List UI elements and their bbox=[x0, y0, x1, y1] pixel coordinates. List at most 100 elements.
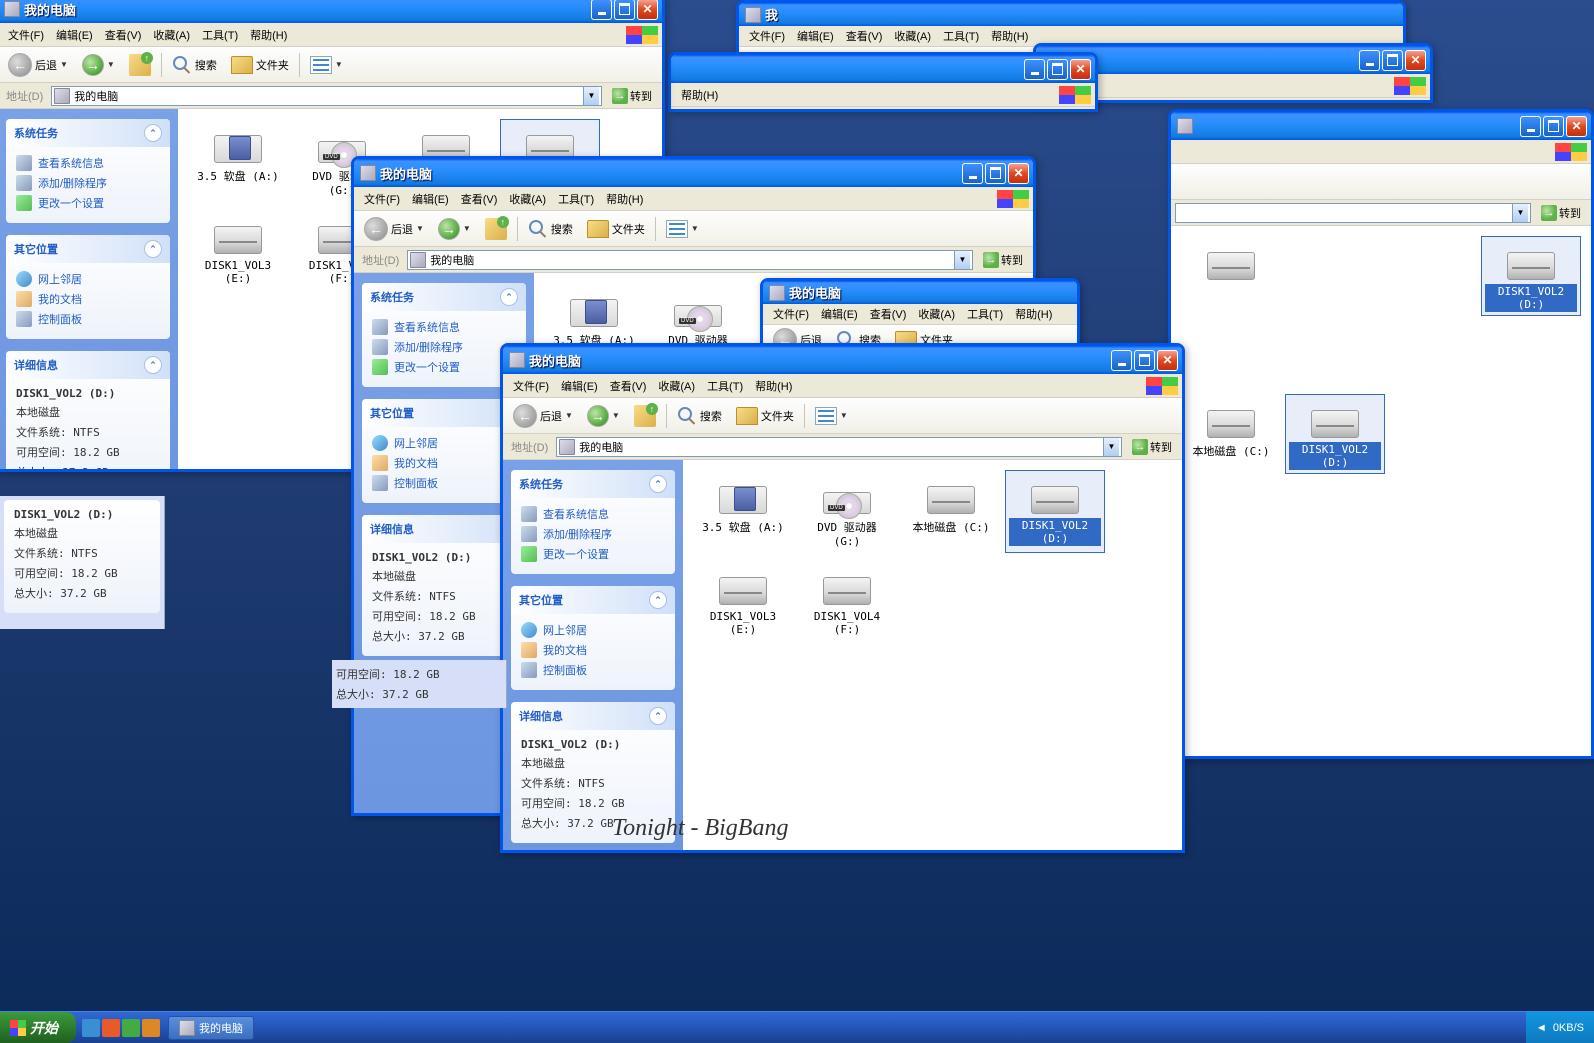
menu-help[interactable]: 帮助(H) bbox=[749, 376, 798, 396]
address-input[interactable]: 我的电脑 ▼ bbox=[51, 86, 602, 106]
titlebar[interactable]: 我 bbox=[739, 3, 1403, 26]
menu-file[interactable]: 文件(F) bbox=[767, 304, 815, 324]
maximize-button[interactable] bbox=[614, 0, 635, 20]
link-network[interactable]: 网上邻居 bbox=[521, 620, 665, 640]
window-bg-tr3[interactable]: 帮助(H) bbox=[668, 52, 1098, 112]
menu-edit[interactable]: 编辑(E) bbox=[815, 304, 864, 324]
collapse-button[interactable]: ⌃ bbox=[144, 240, 162, 258]
menu-tools[interactable]: 工具(T) bbox=[552, 189, 600, 209]
drive-floppy[interactable]: 3.5 软盘 (A:) bbox=[693, 470, 793, 553]
address-input[interactable]: 我的电脑 ▼ bbox=[556, 437, 1122, 457]
folders-button[interactable]: 文件夹 bbox=[581, 215, 651, 243]
drive-c[interactable]: 本地磁盘 (C:) bbox=[901, 470, 1001, 553]
menu-tools[interactable]: 工具(T) bbox=[961, 304, 1009, 324]
link-sysinfo[interactable]: 查看系统信息 bbox=[372, 317, 516, 337]
collapse-button[interactable]: ⌃ bbox=[649, 475, 667, 493]
menu-view[interactable]: 查看(V) bbox=[604, 376, 653, 396]
drive-item-selected[interactable]: DISK1_VOL2 (D:) bbox=[1285, 394, 1385, 474]
menu-fav[interactable]: 收藏(A) bbox=[503, 189, 552, 209]
start-button[interactable]: 开始 bbox=[0, 1012, 76, 1043]
menu-fav[interactable]: 收藏(A) bbox=[888, 26, 937, 46]
search-button[interactable]: 搜索 bbox=[522, 215, 579, 243]
menu-fav[interactable]: 收藏(A) bbox=[652, 376, 701, 396]
collapse-button[interactable]: ⌃ bbox=[649, 707, 667, 725]
drive-d-selected[interactable]: DISK1_VOL2 (D:) bbox=[1005, 470, 1105, 553]
collapse-button[interactable]: ⌃ bbox=[144, 124, 162, 142]
menu-view[interactable]: 查看(V) bbox=[455, 189, 504, 209]
icon-view[interactable]: DISK1_VOL2 (D:) 本地磁盘 (C:) DISK1_VOL2 (D:… bbox=[1171, 226, 1591, 756]
link-controlpanel[interactable]: 控制面板 bbox=[521, 660, 665, 680]
taskbar-item[interactable]: 我的电脑 bbox=[168, 1016, 254, 1040]
titlebar[interactable]: 我的电脑 bbox=[763, 281, 1077, 304]
minimize-button[interactable] bbox=[591, 0, 612, 20]
system-tray[interactable]: ◄ 0KB/S bbox=[1526, 1012, 1594, 1043]
close-button[interactable] bbox=[1070, 59, 1091, 80]
go-button[interactable]: →转到 bbox=[1535, 203, 1587, 223]
up-button[interactable] bbox=[479, 215, 513, 243]
menu-file[interactable]: 文件(F) bbox=[743, 26, 791, 46]
address-dropdown[interactable]: ▼ bbox=[1512, 204, 1528, 222]
back-button[interactable]: ←后退▼ bbox=[358, 215, 430, 243]
menu-help[interactable]: 帮助(H) bbox=[600, 189, 649, 209]
drive-item[interactable] bbox=[1181, 236, 1281, 316]
drive-floppy[interactable]: 3.5 软盘 (A:) bbox=[188, 119, 288, 202]
ql-icon-2[interactable] bbox=[102, 1019, 120, 1037]
maximize-button[interactable] bbox=[1134, 350, 1155, 371]
forward-button[interactable]: →▼ bbox=[76, 51, 121, 79]
drive-f[interactable]: DISK1_VOL4 (F:) bbox=[797, 561, 897, 641]
ql-icon-3[interactable] bbox=[122, 1019, 140, 1037]
minimize-button[interactable] bbox=[1024, 59, 1045, 80]
folders-button[interactable]: 文件夹 bbox=[730, 402, 800, 430]
maximize-button[interactable] bbox=[1382, 50, 1403, 71]
back-button[interactable]: ←后退▼ bbox=[2, 51, 74, 79]
window-bg-right[interactable]: ▼ →转到 DISK1_VOL2 (D:) 本地磁盘 (C:) DISK1_VO… bbox=[1168, 109, 1594, 759]
link-addremove[interactable]: 添加/删除程序 bbox=[372, 337, 516, 357]
maximize-button[interactable] bbox=[1047, 59, 1068, 80]
maximize-button[interactable] bbox=[985, 163, 1006, 184]
close-button[interactable] bbox=[1405, 50, 1426, 71]
titlebar[interactable]: 我的电脑 bbox=[503, 346, 1182, 374]
minimize-button[interactable] bbox=[1111, 350, 1132, 371]
address-dropdown[interactable]: ▼ bbox=[583, 87, 599, 105]
menu-view[interactable]: 查看(V) bbox=[840, 26, 889, 46]
menu-fav[interactable]: 收藏(A) bbox=[912, 304, 961, 324]
minimize-button[interactable] bbox=[962, 163, 983, 184]
close-button[interactable] bbox=[1008, 163, 1029, 184]
menu-file[interactable]: 文件(F) bbox=[507, 376, 555, 396]
forward-button[interactable]: →▼ bbox=[432, 215, 477, 243]
views-button[interactable]: ▼ bbox=[809, 402, 854, 430]
close-button[interactable] bbox=[637, 0, 658, 20]
link-network[interactable]: 网上邻居 bbox=[16, 269, 160, 289]
views-button[interactable]: ▼ bbox=[304, 51, 349, 79]
menu-help[interactable]: 帮助(H) bbox=[1009, 304, 1058, 324]
menu-file[interactable]: 文件(F) bbox=[358, 189, 406, 209]
folders-button[interactable]: 文件夹 bbox=[225, 51, 295, 79]
menu-help[interactable]: 帮助(H) bbox=[985, 26, 1034, 46]
go-button[interactable]: →转到 bbox=[977, 250, 1029, 270]
drive-item-selected[interactable]: DISK1_VOL2 (D:) bbox=[1481, 236, 1581, 316]
menu-view[interactable]: 查看(V) bbox=[99, 25, 148, 45]
link-addremove[interactable]: 添加/删除程序 bbox=[521, 524, 665, 544]
address-input[interactable]: 我的电脑 ▼ bbox=[407, 250, 973, 270]
search-button[interactable]: 搜索 bbox=[671, 402, 728, 430]
close-button[interactable] bbox=[1157, 350, 1178, 371]
maximize-button[interactable] bbox=[1543, 116, 1564, 137]
link-network[interactable]: 网上邻居 bbox=[372, 433, 516, 453]
drive-item[interactable]: 本地磁盘 (C:) bbox=[1181, 394, 1281, 474]
collapse-button[interactable]: ⌃ bbox=[500, 288, 518, 306]
link-sysinfo[interactable]: 查看系统信息 bbox=[16, 153, 160, 173]
close-button[interactable] bbox=[1566, 116, 1587, 137]
forward-button[interactable]: →▼ bbox=[581, 402, 626, 430]
menu-edit[interactable]: 编辑(E) bbox=[50, 25, 99, 45]
link-addremove[interactable]: 添加/删除程序 bbox=[16, 173, 160, 193]
ql-icon-4[interactable] bbox=[142, 1019, 160, 1037]
minimize-button[interactable] bbox=[1520, 116, 1541, 137]
address-dropdown[interactable]: ▼ bbox=[1103, 438, 1119, 456]
address-dropdown[interactable]: ▼ bbox=[954, 251, 970, 269]
go-button[interactable]: →转到 bbox=[1126, 437, 1178, 457]
minimize-button[interactable] bbox=[1359, 50, 1380, 71]
menu-file[interactable]: 文件(F) bbox=[2, 25, 50, 45]
menu-edit[interactable]: 编辑(E) bbox=[406, 189, 455, 209]
link-settings[interactable]: 更改一个设置 bbox=[16, 193, 160, 213]
menu-tools[interactable]: 工具(T) bbox=[937, 26, 985, 46]
